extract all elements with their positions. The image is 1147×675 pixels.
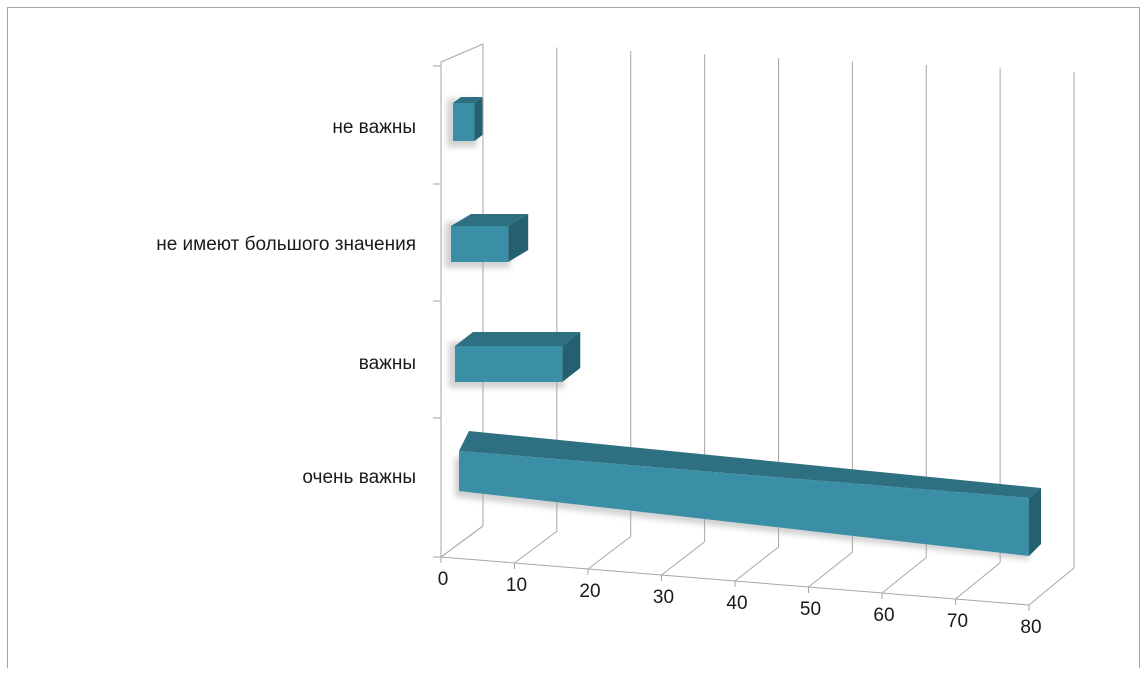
bar-top: [455, 332, 581, 346]
category-label: не имеют большого значения: [156, 234, 416, 255]
x-tick-label: 40: [726, 593, 747, 614]
bar-front: [451, 226, 509, 262]
category-label: важны: [359, 353, 416, 374]
bar-side: [1029, 488, 1041, 556]
bar-top: [459, 431, 1041, 498]
x-tick-label: 0: [438, 569, 449, 590]
bar-front: [459, 451, 1029, 556]
category-label: очень важны: [302, 467, 416, 488]
bar-front: [455, 346, 563, 382]
bar-side: [474, 97, 483, 141]
labels: 0 10 20 30 40 50 60 70 80 не важны не имеют большо…: [156, 117, 1041, 638]
floor-left-edge: [440, 525, 484, 558]
floor-gridline: [881, 557, 927, 594]
floor-gridline: [514, 530, 558, 564]
floor-gridline: [955, 562, 1001, 600]
axes: [433, 43, 1030, 611]
bar-side: [562, 332, 581, 382]
x-tick-label: 20: [579, 581, 600, 602]
x-tick-label: 60: [873, 605, 894, 626]
floor-gridline: [734, 546, 779, 582]
side-wall: [440, 43, 484, 557]
floor-gridline: [661, 541, 705, 576]
floor-gridline: [1028, 567, 1075, 606]
bar-front: [453, 103, 475, 141]
x-tick-label: 30: [653, 587, 674, 608]
floor-gridline: [587, 536, 632, 570]
bar-top: [453, 97, 483, 103]
x-tick-label: 10: [506, 575, 527, 596]
bars: [445, 97, 1041, 560]
x-tick-label: 80: [1020, 617, 1041, 638]
x-tick-label: 50: [800, 599, 821, 620]
category-label: не важны: [332, 117, 416, 138]
bar-side: [508, 214, 529, 262]
x-tick-label: 70: [947, 611, 968, 632]
bar-top: [451, 214, 529, 226]
floor-gridline: [808, 551, 853, 588]
x-axis-line: [440, 556, 1030, 606]
